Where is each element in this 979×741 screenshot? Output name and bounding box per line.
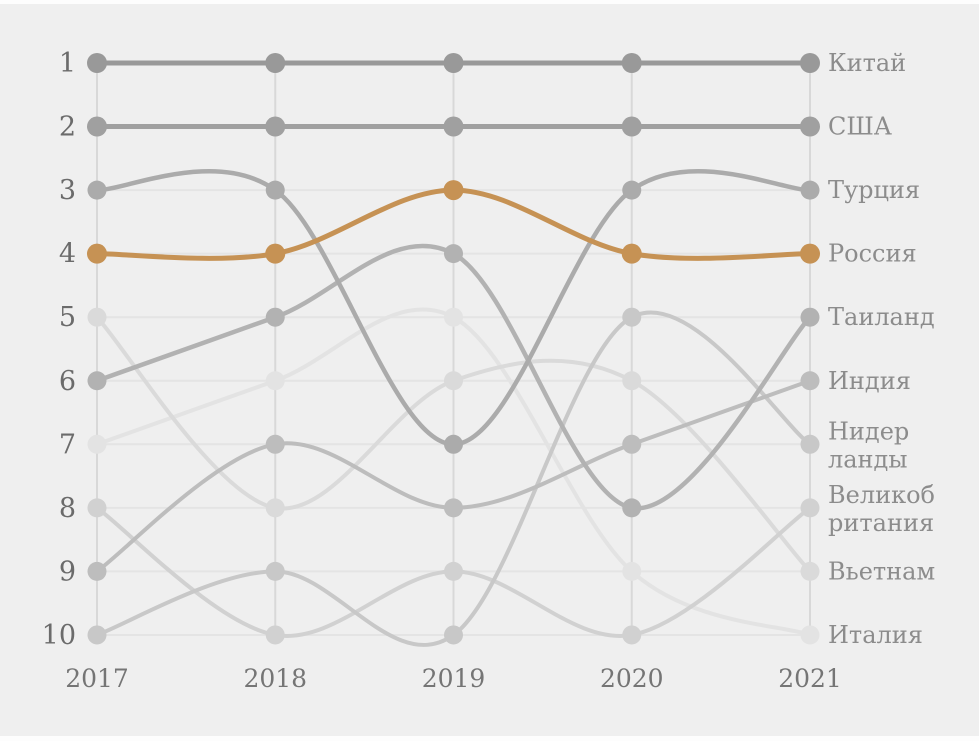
series-dot-russia-2017 bbox=[87, 243, 107, 264]
series-dot-turkey-2017 bbox=[87, 180, 107, 200]
series-dot-russia-2018 bbox=[265, 243, 286, 264]
y-axis-tick-label: 7 bbox=[59, 429, 76, 460]
series-dot-turkey-2019 bbox=[444, 434, 463, 454]
series-dot-india-2017 bbox=[87, 561, 107, 581]
series-dot-vietnam-2021 bbox=[800, 561, 820, 581]
series-dot-netherlands-2019 bbox=[444, 625, 463, 645]
series-dot-turkey-2018 bbox=[265, 180, 285, 200]
series-dot-netherlands-2021 bbox=[800, 434, 820, 454]
series-dot-thailand-2020 bbox=[622, 498, 642, 518]
series-label-turkey: Турция bbox=[828, 176, 920, 204]
top-edge-strip bbox=[0, 0, 979, 4]
series-dot-usa-2021 bbox=[800, 116, 820, 137]
y-axis-tick-label: 9 bbox=[59, 556, 76, 587]
series-dot-netherlands-2020 bbox=[622, 307, 642, 327]
series-label-thailand: Таиланд bbox=[828, 303, 935, 331]
series-dot-thailand-2019 bbox=[444, 244, 463, 264]
series-dot-russia-2020 bbox=[621, 243, 642, 264]
series-dot-uk-2019 bbox=[444, 561, 463, 581]
series-dot-india-2021 bbox=[800, 371, 820, 391]
series-dot-vietnam-2018 bbox=[265, 498, 285, 518]
series-dot-vietnam-2017 bbox=[87, 307, 107, 327]
series-dot-russia-2021 bbox=[800, 243, 820, 264]
y-axis-tick-label: 6 bbox=[59, 366, 76, 397]
series-dot-thailand-2017 bbox=[87, 371, 107, 391]
series-dot-china-2021 bbox=[800, 53, 820, 73]
x-axis-year-label: 2020 bbox=[600, 664, 664, 693]
x-axis-year-label: 2019 bbox=[422, 664, 486, 693]
series-dot-usa-2017 bbox=[87, 116, 107, 137]
series-dot-netherlands-2018 bbox=[265, 561, 285, 581]
series-label-usa: США bbox=[828, 113, 892, 141]
series-dot-china-2018 bbox=[265, 53, 286, 73]
series-dot-uk-2021 bbox=[800, 498, 820, 518]
series-dot-india-2020 bbox=[622, 434, 642, 454]
series-line-thailand bbox=[94, 243, 813, 511]
series-dot-italy-2019 bbox=[444, 307, 463, 327]
series-dot-thailand-2021 bbox=[800, 307, 820, 327]
y-axis-tick-label: 8 bbox=[59, 493, 76, 524]
series-line-italy bbox=[95, 307, 812, 637]
series-dot-italy-2020 bbox=[622, 561, 642, 581]
series-dot-russia-2019 bbox=[443, 180, 464, 201]
y-axis-tick-label: 4 bbox=[59, 239, 76, 270]
x-axis-year-label: 2018 bbox=[243, 664, 307, 693]
series-dot-india-2019 bbox=[444, 498, 463, 518]
series-dot-china-2019 bbox=[443, 53, 464, 73]
series-dot-vietnam-2020 bbox=[622, 371, 642, 391]
series-dot-turkey-2020 bbox=[622, 180, 642, 200]
y-axis-tick-label: 5 bbox=[59, 302, 76, 333]
series-label-russia: Россия bbox=[828, 240, 917, 268]
series-label-italy: Италия bbox=[828, 621, 923, 649]
series-label-netherlands: Нидер bbox=[828, 417, 909, 445]
y-axis-tick-label: 3 bbox=[59, 175, 76, 206]
series-dot-usa-2020 bbox=[621, 116, 642, 137]
series-label-uk: Великоб bbox=[828, 481, 935, 509]
series-label-vietnam: Вьетнам bbox=[828, 557, 935, 585]
series-dot-uk-2017 bbox=[87, 498, 107, 518]
series-dot-turkey-2021 bbox=[800, 180, 820, 200]
series-label-netherlands: ланды bbox=[828, 445, 907, 473]
series-dot-thailand-2018 bbox=[265, 307, 285, 327]
series-dot-netherlands-2017 bbox=[87, 625, 107, 645]
series-dot-vietnam-2019 bbox=[444, 371, 463, 391]
series-dot-india-2018 bbox=[265, 434, 285, 454]
series-dot-usa-2018 bbox=[265, 116, 286, 137]
series-dot-china-2017 bbox=[87, 53, 107, 73]
x-axis-year-label: 2017 bbox=[65, 664, 129, 693]
series-dot-italy-2021 bbox=[800, 625, 820, 645]
y-axis-tick-label: 2 bbox=[59, 112, 76, 143]
series-label-china: Китай bbox=[828, 49, 906, 77]
bottom-edge-strip bbox=[0, 736, 979, 741]
series-label-uk: ритания bbox=[828, 509, 934, 537]
series-dot-usa-2019 bbox=[443, 116, 464, 137]
series-dot-china-2020 bbox=[621, 53, 642, 73]
series-dot-uk-2020 bbox=[622, 625, 642, 645]
series-dot-italy-2017 bbox=[87, 434, 107, 454]
series-dot-uk-2018 bbox=[265, 625, 285, 645]
series-line-netherlands bbox=[95, 310, 812, 647]
y-axis-tick-label: 1 bbox=[59, 48, 76, 79]
x-axis-year-label: 2021 bbox=[778, 664, 842, 693]
y-axis-tick-label: 10 bbox=[42, 620, 76, 651]
series-label-india: Индия bbox=[828, 367, 911, 395]
series-dot-italy-2018 bbox=[265, 371, 285, 391]
